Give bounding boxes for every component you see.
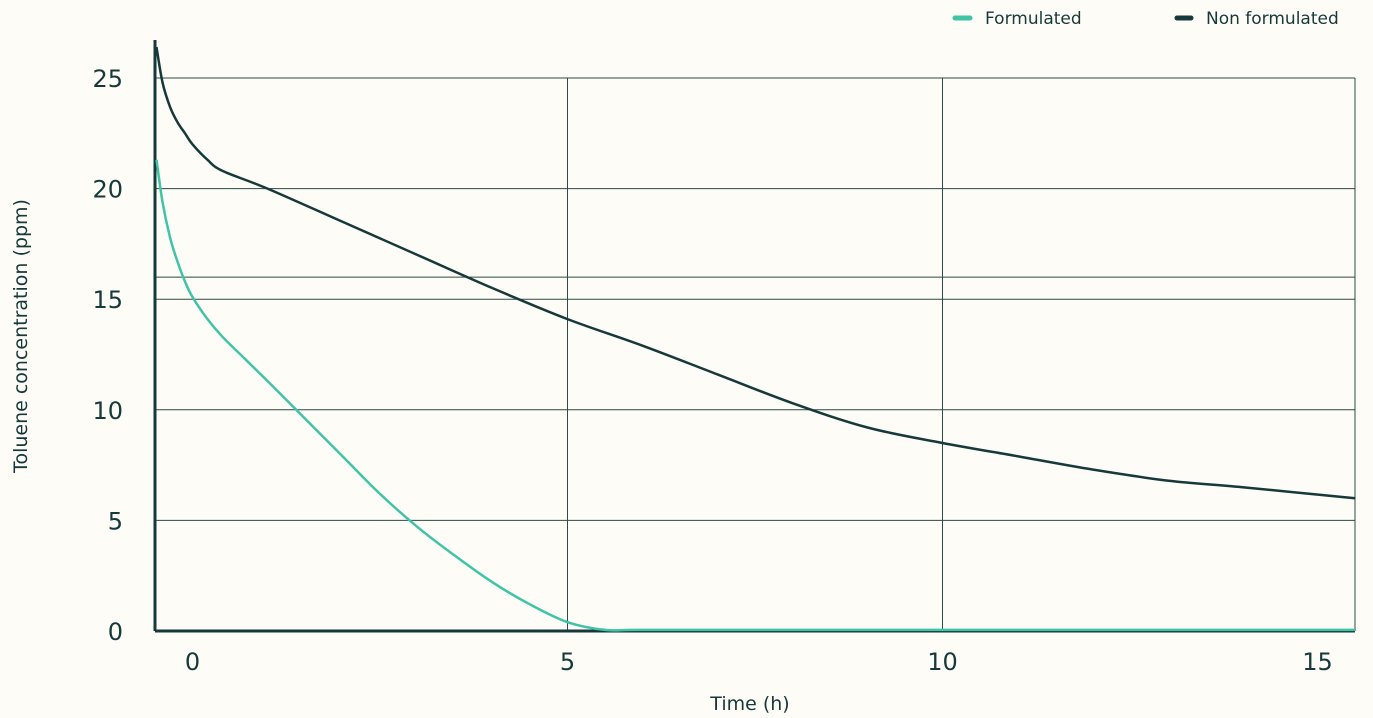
series-line-non-formulated (155, 46, 1356, 500)
y-axis-label: Toluene concentration (ppm) (10, 199, 32, 474)
y-tick-label-0: 0 (108, 618, 123, 646)
x-tick-label-15: 15 (1302, 648, 1333, 676)
legend: Formulated Non formulated (952, 9, 1339, 29)
axes (153, 40, 1355, 633)
legend-item-formulated: Formulated (952, 9, 1082, 29)
series-line-formulated (155, 159, 1355, 632)
x-tick-label-5: 5 (560, 648, 575, 676)
grid (155, 77, 1356, 631)
x-tick-label-0: 0 (185, 648, 200, 676)
y-tick-label-5: 5 (108, 507, 123, 535)
legend-label-formulated: Formulated (985, 9, 1082, 29)
x-axis-label: Time (h) (709, 693, 789, 715)
y-tick-label-25: 25 (92, 65, 123, 93)
legend-label-non-formulated: Non formulated (1206, 9, 1339, 29)
x-tick-label-10: 10 (927, 648, 958, 676)
series-lines (155, 46, 1356, 632)
y-tick-labels: 0 5 10 15 20 25 (92, 65, 123, 646)
x-tick-labels: 0 5 10 15 (185, 648, 1333, 676)
y-tick-label-15: 15 (92, 286, 123, 314)
y-tick-label-10: 10 (92, 397, 123, 425)
legend-item-non-formulated: Non formulated (1174, 9, 1339, 29)
y-tick-label-20: 20 (92, 176, 123, 204)
